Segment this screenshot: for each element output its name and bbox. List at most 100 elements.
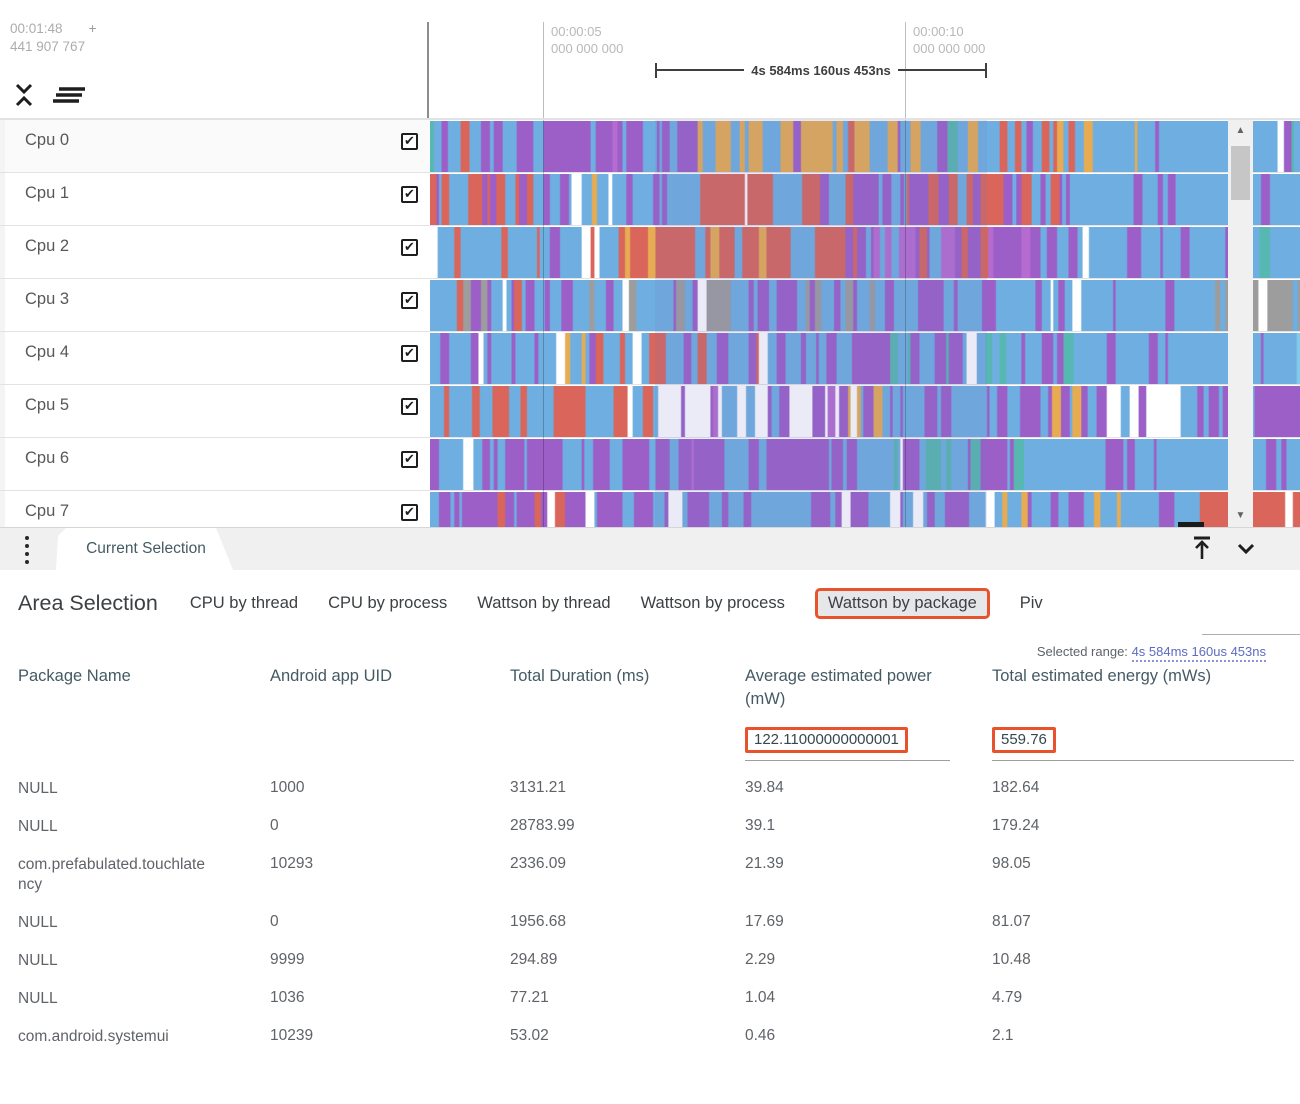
cell-package-name: NULL — [18, 914, 58, 932]
area-selection-panel: Area Selection CPU by thread CPU by proce… — [0, 570, 1300, 1104]
selection-duration-bracket: 4s 584ms 160us 453ns — [655, 62, 987, 78]
cell-total-duration: 1956.68 — [510, 913, 567, 931]
table-row: com.prefabulated.touchlatency 10293 2336… — [18, 846, 1300, 905]
tab-piv[interactable]: Piv — [1019, 594, 1043, 612]
cpu-track-canvas[interactable] — [430, 227, 1300, 278]
track-row[interactable]: Cpu 0 — [0, 120, 1300, 173]
wattson-package-table: Package Name Android app UID Total Duratio… — [18, 665, 1300, 1057]
cell-total-duration: 3131.21 — [510, 778, 567, 796]
track-label-panel[interactable]: Cpu 4 — [0, 332, 430, 384]
horizontal-scrollbar-thumb[interactable] — [1178, 522, 1204, 527]
ruler-tick-label: 00:00:10 000 000 000 — [913, 24, 986, 56]
track-label-panel[interactable]: Cpu 3 — [0, 279, 430, 331]
track-row[interactable]: Cpu 3 — [0, 279, 1300, 332]
cell-total-duration: 28783.99 — [510, 816, 575, 834]
scroll-down-arrow-icon[interactable]: ▼ — [1235, 510, 1246, 521]
tab-wattson-by-thread[interactable]: Wattson by thread — [477, 594, 611, 612]
track-row[interactable]: Cpu 1 — [0, 173, 1300, 226]
track-label: Cpu 5 — [25, 396, 70, 414]
cell-package-name: NULL — [18, 990, 58, 1008]
table-row: NULL 1000 3131.21 39.84 182.64 — [18, 770, 1300, 808]
cell-package-name: NULL — [18, 952, 58, 970]
area-selection-overlay[interactable] — [655, 120, 987, 527]
track-checkbox[interactable] — [401, 239, 418, 256]
track-checkbox[interactable] — [401, 292, 418, 309]
track-label-panel[interactable]: Cpu 2 — [0, 226, 430, 278]
cell-avg-power: 2.29 — [745, 951, 776, 969]
track-row[interactable]: Cpu 7 — [0, 491, 1300, 527]
cell-android-uid: 1036 — [270, 989, 305, 1007]
cursor-time: 00:01:48 — [10, 21, 63, 36]
cell-android-uid: 10293 — [270, 854, 314, 872]
cursor-nanoseconds: 441 907 767 — [10, 39, 86, 55]
selection-duration-label: 4s 584ms 160us 453ns — [751, 62, 891, 78]
panel-menu-icon[interactable] — [25, 536, 29, 570]
column-header-3: Total Duration (ms) — [510, 667, 650, 685]
track-label-panel[interactable]: Cpu 7 — [0, 491, 430, 527]
summary-total-energy-value: 559.76 — [992, 727, 1056, 754]
tab-cpu-by-process[interactable]: CPU by process — [328, 594, 448, 612]
gridline-10s — [905, 120, 906, 527]
tab-current-selection[interactable]: Current Selection — [56, 528, 236, 570]
aggregation-tab-strip: Area Selection CPU by thread CPU by proce… — [0, 570, 1300, 619]
vertical-scrollbar[interactable]: ▲ ▼ — [1228, 120, 1253, 527]
track-label-panel[interactable]: Cpu 0 — [0, 120, 430, 172]
track-label: Cpu 2 — [25, 237, 70, 255]
track-label-panel[interactable]: Cpu 6 — [0, 438, 430, 490]
cursor-timestamp: 00:01:48 + 441 907 767 — [10, 20, 96, 56]
track-checkbox[interactable] — [401, 186, 418, 203]
track-label-panel[interactable]: Cpu 5 — [0, 385, 430, 437]
track-checkbox[interactable] — [401, 451, 418, 468]
selected-range-value-link[interactable]: 4s 584ms 160us 453ns — [1131, 644, 1266, 662]
ruler-tick-label: 00:00:05 000 000 000 — [551, 24, 624, 56]
current-selection-tab-label: Current Selection — [86, 540, 206, 557]
track-area: Cpu 0 Cpu 1 Cpu 2 Cpu 3 Cpu 4 — [0, 120, 1300, 527]
timeline-ruler[interactable]: 00:01:48 + 441 907 767 4s 584ms 160us 45… — [0, 0, 1300, 120]
collapse-tracks-icon[interactable] — [13, 82, 35, 108]
cell-package-name: NULL — [18, 817, 58, 835]
tab-cpu-by-thread[interactable]: CPU by thread — [189, 594, 299, 612]
cell-android-uid: 0 — [270, 816, 279, 834]
table-row: NULL 0 28783.99 39.1 179.24 — [18, 808, 1300, 846]
track-row[interactable]: Cpu 5 — [0, 385, 1300, 438]
selected-range-label: Selected range: — [1036, 644, 1128, 659]
cpu-track-canvas[interactable] — [430, 121, 1300, 172]
scroll-up-arrow-icon[interactable]: ▲ — [1235, 125, 1246, 136]
sort-tracks-icon[interactable] — [52, 86, 86, 104]
column-header-1: Package Name — [18, 667, 131, 685]
collapse-panel-chevron-icon[interactable] — [1234, 535, 1258, 561]
track-checkbox[interactable] — [401, 504, 418, 521]
track-label: Cpu 6 — [25, 449, 70, 467]
panel-title: Area Selection — [18, 591, 158, 615]
cpu-track-canvas[interactable] — [430, 492, 1300, 527]
scrollbar-thumb[interactable] — [1231, 146, 1250, 200]
tab-wattson-by-process[interactable]: Wattson by process — [640, 594, 785, 612]
cpu-track-canvas[interactable] — [430, 174, 1300, 225]
track-row[interactable]: Cpu 2 — [0, 226, 1300, 279]
track-checkbox[interactable] — [401, 345, 418, 362]
summary-avg-power-value: 122.11000000000001 — [745, 727, 908, 754]
selection-panel-header: Current Selection — [0, 527, 1300, 570]
cpu-track-canvas[interactable] — [430, 280, 1300, 331]
panel-boundary-line — [427, 22, 429, 118]
track-row[interactable]: Cpu 4 — [0, 332, 1300, 385]
table-row: com.android.systemui 10239 53.02 0.46 2.… — [18, 1019, 1300, 1057]
track-checkbox[interactable] — [401, 398, 418, 415]
track-row[interactable]: Cpu 6 — [0, 438, 1300, 491]
expand-panel-icon[interactable] — [1190, 535, 1214, 561]
cell-android-uid: 10239 — [270, 1027, 314, 1045]
cell-avg-power: 39.84 — [745, 778, 784, 796]
cpu-track-canvas[interactable] — [430, 386, 1300, 437]
track-checkbox[interactable] — [401, 133, 418, 150]
summary-avg-power-cell: 122.11000000000001 — [745, 727, 950, 762]
cpu-track-canvas[interactable] — [430, 439, 1300, 490]
track-label: Cpu 7 — [25, 502, 70, 520]
cell-package-name: NULL — [18, 779, 58, 797]
cpu-track-canvas[interactable] — [430, 333, 1300, 384]
cell-android-uid: 9999 — [270, 951, 305, 969]
table-row: NULL 1036 77.21 1.04 4.79 — [18, 981, 1300, 1019]
tab-wattson-by-package[interactable]: Wattson by package — [814, 588, 990, 619]
track-label-panel[interactable]: Cpu 1 — [0, 173, 430, 225]
cell-total-energy: 10.48 — [992, 951, 1031, 969]
cell-package-name: com.android.systemui — [18, 1028, 169, 1046]
